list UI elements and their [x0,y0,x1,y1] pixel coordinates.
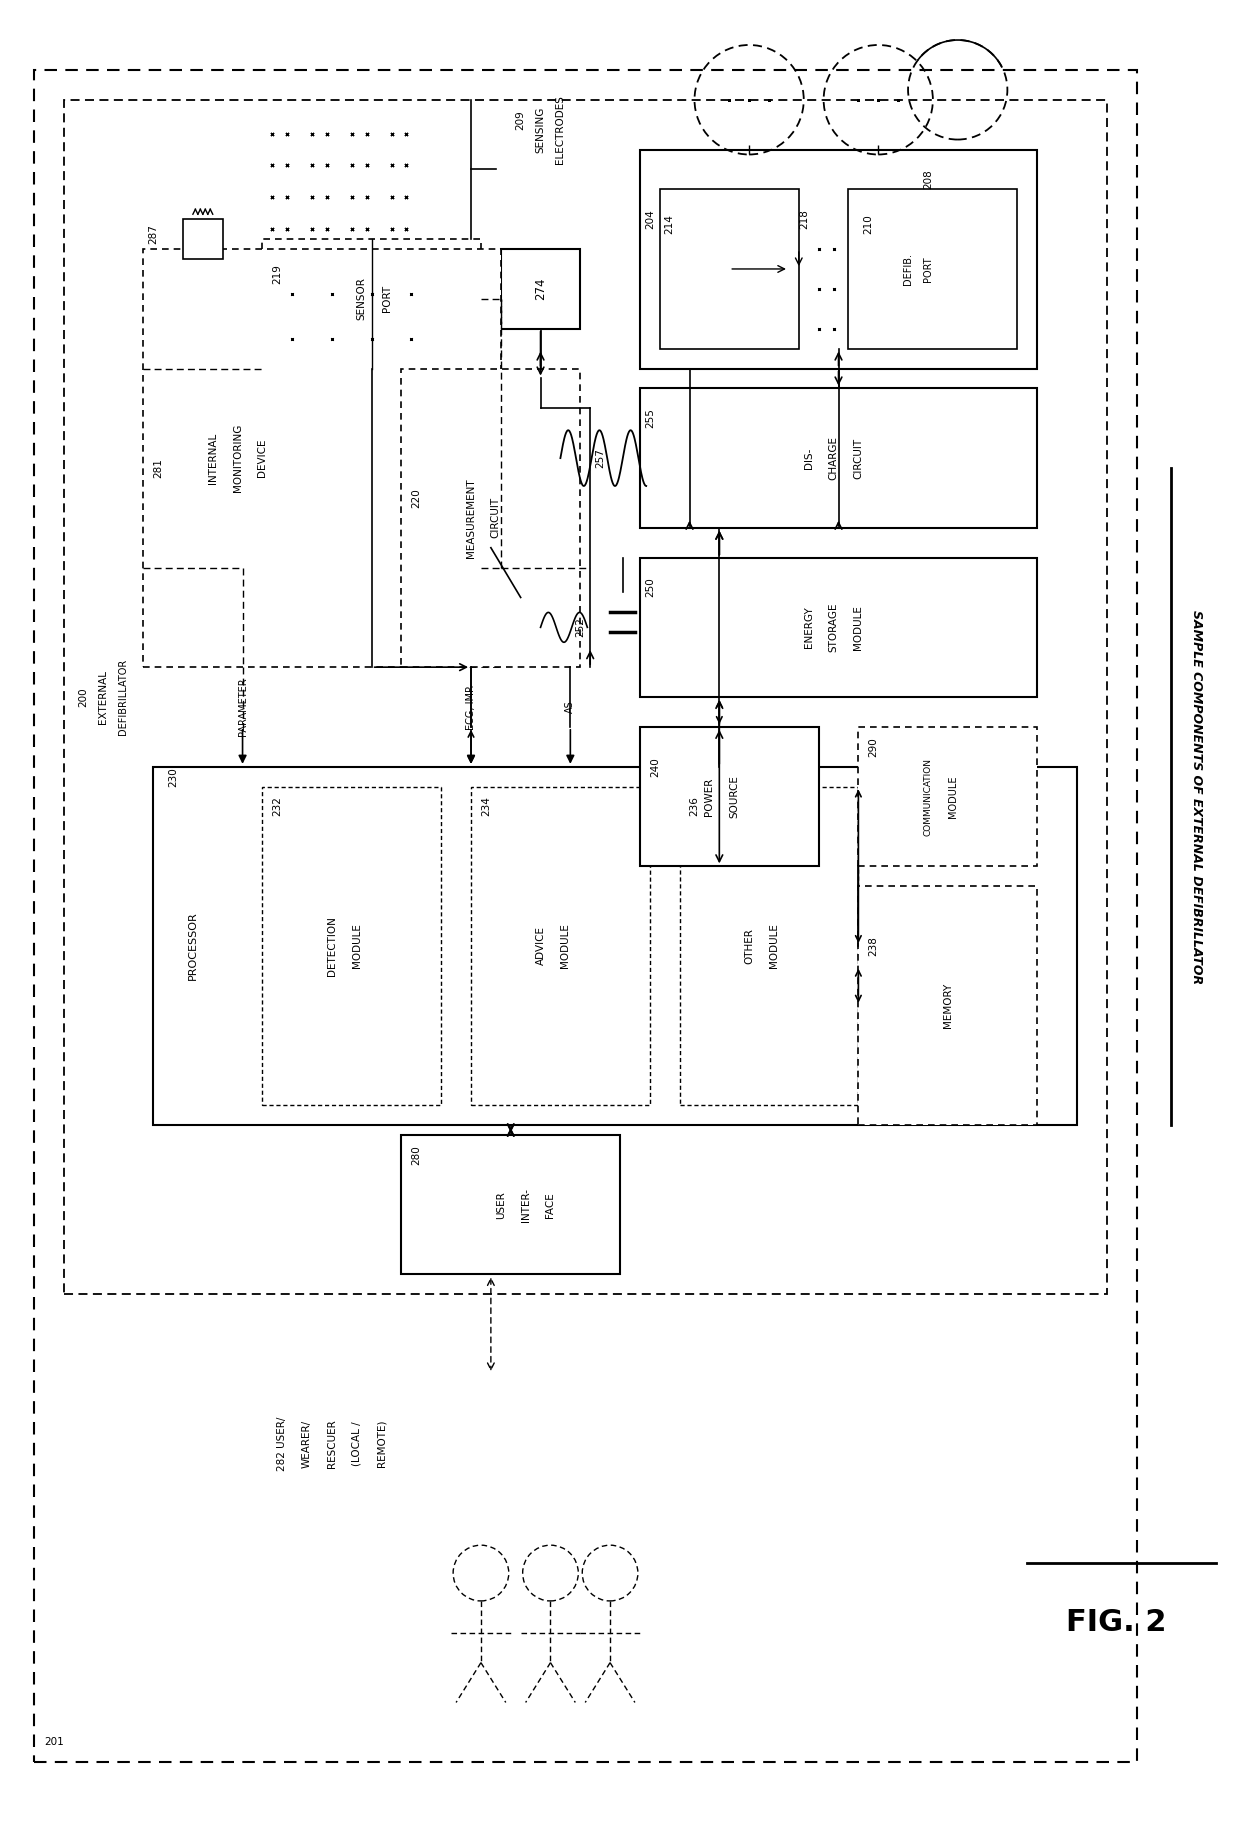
Bar [471,786,650,1106]
Bar [33,70,1137,1763]
Text: 255: 255 [645,408,655,428]
Text: 200: 200 [78,687,88,707]
Text: CIRCUIT: CIRCUIT [491,497,501,539]
Text: REMOTE): REMOTE) [377,1420,387,1468]
Text: FACE: FACE [546,1193,556,1218]
Text: MODULE: MODULE [769,923,779,969]
Bar [184,220,223,258]
Text: 204: 204 [645,209,655,229]
Text: MODULE: MODULE [853,605,863,650]
Text: ELECTRODES: ELECTRODES [556,96,565,164]
Text: 236: 236 [689,797,699,816]
Text: AS: AS [565,701,575,713]
Bar [640,727,818,866]
Text: DEFIBRILLATOR: DEFIBRILLATOR [118,659,129,735]
Text: 234: 234 [481,797,491,816]
Text: (LOCAL /: (LOCAL / [352,1421,362,1466]
Text: 287: 287 [148,223,159,244]
Text: 218: 218 [799,209,808,229]
Text: DETECTION: DETECTION [327,916,337,977]
Text: 290: 290 [868,737,878,757]
Bar [680,786,858,1106]
Text: ADVICE: ADVICE [536,927,546,965]
Bar [402,369,580,666]
Bar [402,1135,620,1274]
Text: 201: 201 [43,1737,63,1748]
Text: EXTERNAL: EXTERNAL [98,670,108,724]
Text: 210: 210 [863,214,873,234]
Text: CIRCUIT: CIRCUIT [853,438,863,478]
Text: 214: 214 [665,214,675,234]
Text: OTHER: OTHER [744,929,754,964]
Text: MEMORY: MEMORY [942,984,952,1028]
Text: WEARER/: WEARER/ [303,1420,312,1468]
Text: PORT: PORT [923,257,932,282]
Text: 252: 252 [575,617,585,637]
Text: 250: 250 [645,578,655,598]
Text: 230: 230 [169,766,179,786]
Text: PARAMETER: PARAMETER [238,677,248,737]
Text: 209: 209 [516,109,526,129]
Text: 280: 280 [412,1145,422,1165]
Text: PROCESSOR: PROCESSOR [188,912,198,980]
Text: 274: 274 [534,277,547,301]
Text: SOURCE: SOURCE [729,775,739,818]
Text: INTERNAL: INTERNAL [208,432,218,484]
Text: DIS-: DIS- [804,447,813,469]
Text: MODULE: MODULE [947,775,957,818]
Text: PORT: PORT [382,286,392,312]
Text: 220: 220 [412,487,422,508]
Bar [640,150,1037,369]
Text: COMMUNICATION: COMMUNICATION [924,757,932,836]
Bar [154,766,1076,1124]
Bar [63,100,1107,1294]
Text: MODULE: MODULE [352,923,362,969]
Text: MEASUREMENT: MEASUREMENT [466,478,476,557]
Bar [858,727,1037,866]
Text: INTER-: INTER- [521,1187,531,1222]
Text: 257: 257 [595,449,605,469]
Bar [660,190,799,349]
Bar [848,190,1017,349]
Text: 281: 281 [153,458,164,478]
Text: CHARGE: CHARGE [828,436,838,480]
Bar [858,886,1037,1124]
Text: MODULE: MODULE [560,923,570,969]
Text: ENERGY: ENERGY [804,607,813,648]
Text: 240: 240 [650,757,660,777]
Bar [501,249,580,329]
Text: SENSOR: SENSOR [357,277,367,319]
Text: FIG. 2: FIG. 2 [1066,1608,1167,1637]
Text: 208: 208 [923,170,932,190]
Text: USER: USER [496,1191,506,1218]
Text: RESCUER: RESCUER [327,1420,337,1468]
Bar [263,240,481,369]
Text: DEVICE: DEVICE [258,439,268,478]
Bar [263,786,441,1106]
Text: 282 USER/: 282 USER/ [278,1416,288,1471]
Text: 238: 238 [868,936,878,956]
Text: ECG, IMP.: ECG, IMP. [466,685,476,729]
Text: 232: 232 [273,797,283,816]
Bar [640,388,1037,528]
Bar [144,249,501,666]
Text: SAMPLE COMPONENTS OF EXTERNAL DEFIBRILLATOR: SAMPLE COMPONENTS OF EXTERNAL DEFIBRILLA… [1189,609,1203,984]
Text: DEFIB.: DEFIB. [903,253,913,284]
Text: POWER: POWER [704,777,714,816]
Bar [640,557,1037,698]
Text: SENSING: SENSING [536,107,546,153]
Text: STORAGE: STORAGE [828,602,838,652]
Text: 219: 219 [273,264,283,284]
Text: MONITORING: MONITORING [233,425,243,493]
